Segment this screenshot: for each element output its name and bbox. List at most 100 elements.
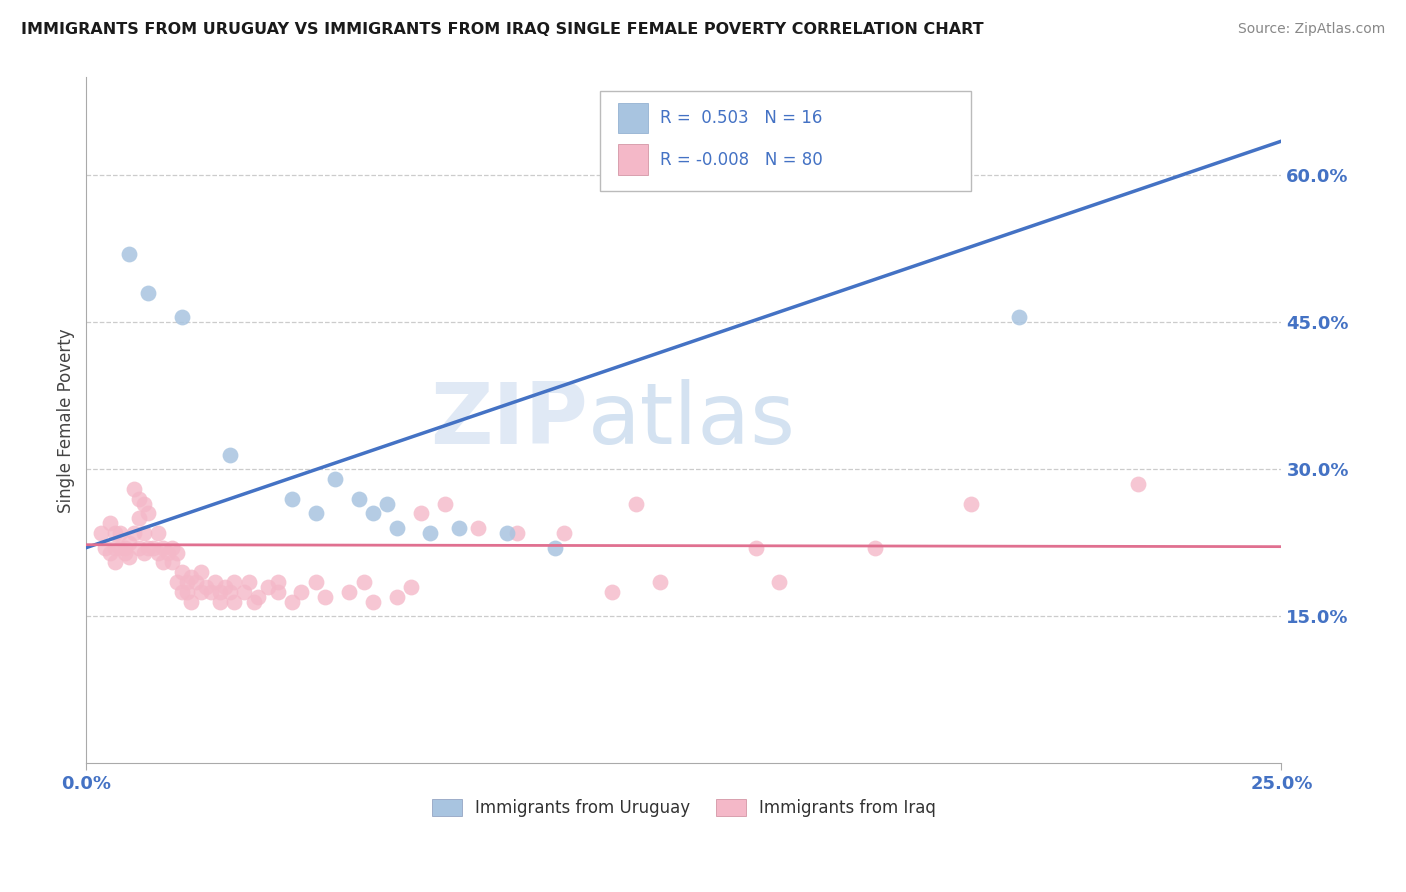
Point bbox=[1126, 477, 1149, 491]
Legend: Immigrants from Uruguay, Immigrants from Iraq: Immigrants from Uruguay, Immigrants from… bbox=[426, 792, 942, 823]
Point bbox=[624, 497, 647, 511]
Point bbox=[170, 310, 193, 325]
Point bbox=[90, 525, 112, 540]
FancyBboxPatch shape bbox=[619, 103, 648, 134]
Point bbox=[138, 541, 160, 555]
Point bbox=[118, 550, 141, 565]
Point bbox=[377, 497, 399, 511]
Point bbox=[104, 525, 127, 540]
Point bbox=[128, 541, 150, 555]
Point bbox=[156, 545, 179, 559]
Point bbox=[146, 545, 169, 559]
Point bbox=[218, 448, 240, 462]
Point bbox=[238, 574, 260, 589]
Point bbox=[166, 545, 188, 559]
Point bbox=[242, 594, 264, 608]
Point bbox=[180, 594, 202, 608]
Point bbox=[323, 472, 346, 486]
Point bbox=[209, 594, 232, 608]
Point bbox=[281, 491, 304, 506]
Point bbox=[128, 491, 150, 506]
Point bbox=[290, 584, 312, 599]
Point bbox=[247, 590, 270, 604]
Point bbox=[152, 541, 174, 555]
Point bbox=[361, 594, 384, 608]
Point bbox=[122, 482, 145, 496]
Point bbox=[162, 555, 184, 569]
Text: R =  0.503   N = 16: R = 0.503 N = 16 bbox=[659, 109, 823, 127]
Point bbox=[114, 545, 136, 559]
Point bbox=[128, 511, 150, 525]
Point bbox=[98, 545, 121, 559]
Point bbox=[114, 541, 136, 555]
Point bbox=[166, 574, 188, 589]
Point bbox=[224, 574, 246, 589]
Point bbox=[146, 525, 169, 540]
Point bbox=[170, 584, 193, 599]
Point bbox=[218, 584, 240, 599]
Text: IMMIGRANTS FROM URUGUAY VS IMMIGRANTS FROM IRAQ SINGLE FEMALE POVERTY CORRELATIO: IMMIGRANTS FROM URUGUAY VS IMMIGRANTS FR… bbox=[21, 22, 984, 37]
Point bbox=[132, 525, 155, 540]
Point bbox=[176, 574, 198, 589]
Text: Source: ZipAtlas.com: Source: ZipAtlas.com bbox=[1237, 22, 1385, 37]
Point bbox=[467, 521, 489, 535]
Point bbox=[98, 516, 121, 530]
Point bbox=[347, 491, 370, 506]
FancyBboxPatch shape bbox=[600, 91, 970, 191]
Point bbox=[305, 506, 328, 520]
Point bbox=[118, 535, 141, 549]
Point bbox=[194, 580, 217, 594]
Point bbox=[162, 541, 184, 555]
Point bbox=[863, 541, 886, 555]
Point bbox=[142, 541, 165, 555]
Point bbox=[768, 574, 790, 589]
Text: atlas: atlas bbox=[588, 379, 796, 462]
Point bbox=[433, 497, 456, 511]
Text: ZIP: ZIP bbox=[430, 379, 588, 462]
Point bbox=[138, 285, 160, 300]
Point bbox=[132, 497, 155, 511]
Point bbox=[176, 584, 198, 599]
Point bbox=[544, 541, 567, 555]
Point bbox=[305, 574, 328, 589]
Point bbox=[959, 497, 981, 511]
Point bbox=[496, 525, 519, 540]
Point bbox=[353, 574, 375, 589]
Point bbox=[104, 555, 127, 569]
Point bbox=[190, 584, 212, 599]
Point bbox=[314, 590, 336, 604]
Point bbox=[449, 521, 471, 535]
Point bbox=[214, 580, 236, 594]
Point bbox=[186, 574, 208, 589]
Point bbox=[108, 525, 131, 540]
Point bbox=[122, 525, 145, 540]
Point bbox=[1007, 310, 1029, 325]
Point bbox=[94, 541, 117, 555]
Point bbox=[505, 525, 527, 540]
Point bbox=[648, 574, 671, 589]
Point bbox=[152, 555, 174, 569]
Point bbox=[257, 580, 280, 594]
Point bbox=[600, 584, 623, 599]
Text: R = -0.008   N = 80: R = -0.008 N = 80 bbox=[659, 151, 823, 169]
Point bbox=[118, 246, 141, 260]
Point bbox=[266, 584, 288, 599]
Point bbox=[361, 506, 384, 520]
Point bbox=[138, 506, 160, 520]
Point bbox=[385, 521, 408, 535]
Point bbox=[419, 525, 441, 540]
Point bbox=[233, 584, 256, 599]
FancyBboxPatch shape bbox=[619, 145, 648, 175]
Point bbox=[224, 594, 246, 608]
Point bbox=[385, 590, 408, 604]
Point bbox=[337, 584, 360, 599]
Point bbox=[132, 545, 155, 559]
Point bbox=[104, 541, 127, 555]
Y-axis label: Single Female Poverty: Single Female Poverty bbox=[58, 328, 75, 513]
Point bbox=[409, 506, 432, 520]
Point bbox=[281, 594, 304, 608]
Point bbox=[209, 584, 232, 599]
Point bbox=[401, 580, 423, 594]
Point bbox=[190, 565, 212, 579]
Point bbox=[170, 565, 193, 579]
